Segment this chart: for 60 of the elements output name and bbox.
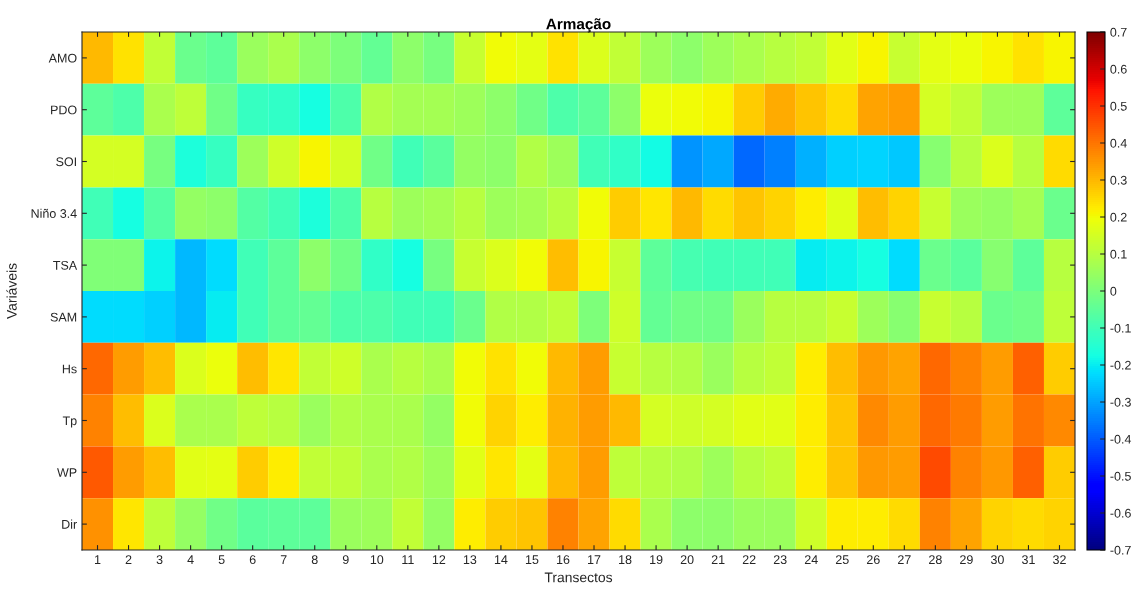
x-tick-label: 4 bbox=[187, 555, 194, 564]
x-tick-label: 15 bbox=[525, 555, 539, 565]
x-tick-label: 29 bbox=[960, 555, 973, 565]
color-bar-label: 0.3 bbox=[1110, 175, 1127, 185]
x-tick-label: 30 bbox=[990, 555, 1004, 565]
x-tick-label: 11 bbox=[402, 555, 414, 564]
color-bar-label: -0.7 bbox=[1110, 545, 1131, 555]
y-tick-label: PDO bbox=[51, 105, 77, 115]
x-tick-label: 31 bbox=[1021, 555, 1035, 565]
x-axis-title: Transectos bbox=[544, 572, 613, 583]
color-bar-label: 0.6 bbox=[1110, 64, 1127, 74]
color-bar-label: -0.4 bbox=[1110, 434, 1132, 444]
color-bar-label: -0.5 bbox=[1110, 471, 1131, 481]
x-tick-label: 1 bbox=[94, 555, 101, 564]
x-tick-label: 18 bbox=[619, 555, 632, 565]
y-tick-label: Tp bbox=[62, 416, 77, 428]
x-tick-label: 13 bbox=[463, 555, 477, 565]
x-tick-label: 23 bbox=[773, 555, 787, 565]
x-tick-label: 32 bbox=[1053, 555, 1066, 565]
x-tick-label: 3 bbox=[156, 555, 163, 565]
y-tick-label: TSA bbox=[53, 260, 78, 270]
color-bar-label: 0.2 bbox=[1110, 212, 1127, 222]
x-tick-label: 27 bbox=[898, 555, 911, 564]
x-tick-label: 6 bbox=[249, 555, 256, 565]
x-tick-label: 7 bbox=[280, 555, 287, 564]
y-tick-label: AMO bbox=[48, 53, 77, 63]
x-tick-label: 25 bbox=[835, 555, 849, 565]
y-tick-label: Hs bbox=[62, 364, 77, 374]
x-tick-label: 24 bbox=[804, 555, 818, 564]
x-tick-label: 12 bbox=[432, 555, 446, 564]
x-tick-label: 19 bbox=[650, 555, 663, 565]
y-tick-label: Niño 3.4 bbox=[31, 208, 77, 218]
color-bar-label: -0.1 bbox=[1110, 323, 1131, 333]
y-axis-title: Variáveis bbox=[6, 263, 17, 319]
color-bar-label: 0.4 bbox=[1110, 138, 1127, 148]
color-bar-label: -0.6 bbox=[1110, 508, 1131, 518]
x-tick-label: 17 bbox=[588, 555, 601, 564]
color-bar-label: 0.1 bbox=[1110, 249, 1127, 259]
color-bar-label: 0.5 bbox=[1110, 101, 1127, 111]
x-tick-label: 20 bbox=[680, 555, 694, 565]
color-bar-label: -0.2 bbox=[1110, 360, 1131, 370]
x-tick-label: 28 bbox=[929, 555, 942, 565]
x-tick-label: 10 bbox=[370, 555, 384, 565]
x-tick-label: 22 bbox=[742, 555, 756, 564]
x-tick-label: 26 bbox=[866, 555, 880, 565]
y-tick-label: Dir bbox=[62, 519, 77, 529]
y-tick-label: WP bbox=[57, 468, 77, 477]
x-tick-label: 9 bbox=[342, 555, 349, 565]
x-tick-label: 2 bbox=[125, 555, 132, 564]
x-tick-label: 14 bbox=[494, 555, 508, 564]
chart-title: Armação bbox=[546, 18, 611, 33]
y-tick-label: SOI bbox=[56, 157, 76, 167]
color-bar-label: 0 bbox=[1110, 286, 1117, 296]
x-tick-label: 5 bbox=[218, 555, 225, 565]
y-tick-label: SAM bbox=[50, 312, 77, 322]
color-bar-label: -0.3 bbox=[1110, 397, 1131, 407]
x-tick-label: 16 bbox=[556, 555, 570, 565]
x-tick-label: 8 bbox=[311, 555, 318, 565]
x-tick-label: 21 bbox=[711, 555, 725, 564]
color-bar-label: 0.7 bbox=[1110, 27, 1127, 37]
